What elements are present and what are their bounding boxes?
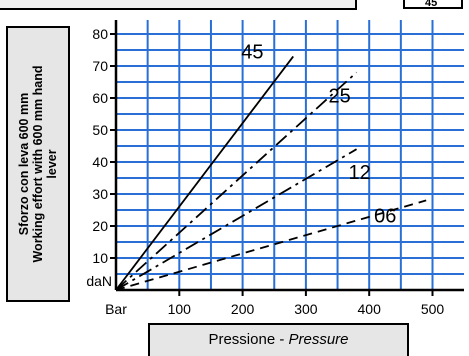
- x-axis-title-box: Pressione - Pressure: [148, 323, 409, 356]
- y-tick-label: 50: [92, 122, 108, 138]
- series-line: [115, 199, 427, 291]
- tick-labels: 100 200 300 400 500 10 20 30 40 50 60 70 80 daN Bar: [86, 26, 444, 317]
- y-tick-label: 10: [92, 250, 108, 266]
- y-tick-label: 60: [92, 90, 108, 106]
- series-label: 45: [241, 41, 263, 63]
- series-label: 06: [374, 205, 396, 227]
- y-tick-label: 40: [92, 154, 108, 170]
- x-axis-title-italic: Pressure: [288, 331, 349, 348]
- series-label: 12: [349, 162, 371, 184]
- y-tick-label: 30: [92, 186, 108, 202]
- x-tick-label: 400: [358, 301, 382, 317]
- top-frame: [0, 0, 357, 10]
- y-tick-label: 80: [92, 26, 108, 42]
- series-label: 25: [329, 85, 351, 107]
- grid: [116, 20, 464, 290]
- series-line: [115, 71, 358, 291]
- x-unit-label: Bar: [105, 301, 127, 317]
- y-unit-label: daN: [86, 273, 112, 289]
- axes: [110, 20, 464, 296]
- x-axis-title: Pressione -: [208, 331, 289, 348]
- series-line: [115, 55, 294, 291]
- x-tick-label: 300: [294, 301, 318, 317]
- y-axis-title-box: Sforzo con leva 600 mm Working effort wi…: [6, 26, 70, 302]
- x-tick-label: 100: [168, 301, 192, 317]
- x-tick-label: 200: [231, 301, 255, 317]
- y-tick-label: 20: [92, 218, 108, 234]
- y-tick-label: 70: [92, 58, 108, 74]
- series-line: [115, 148, 357, 291]
- page-tag: 45: [403, 0, 463, 9]
- x-tick-label: 500: [421, 301, 445, 317]
